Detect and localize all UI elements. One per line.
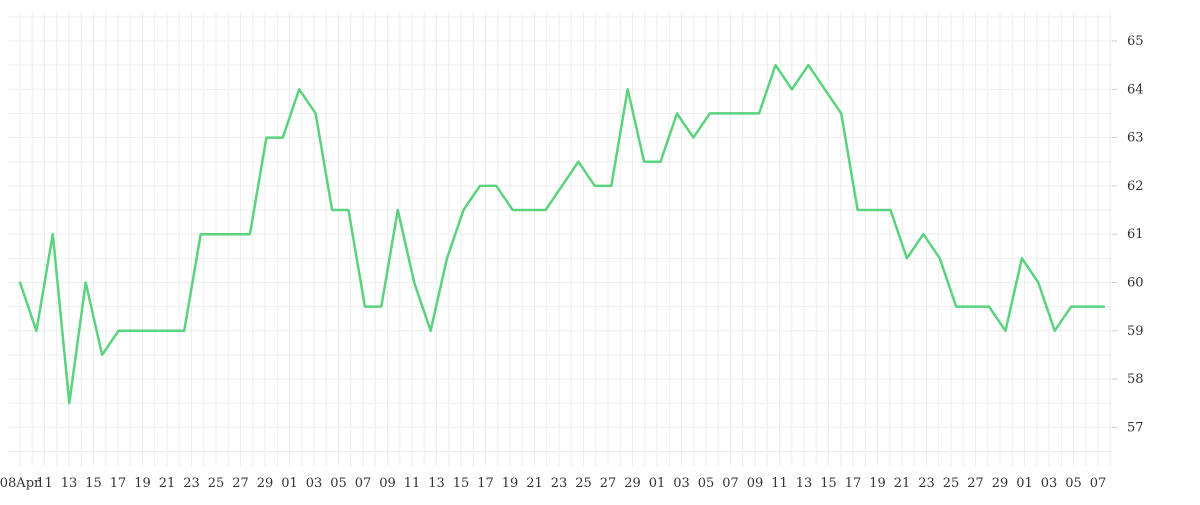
x-tick-label: 21 <box>159 476 176 491</box>
x-tick-label: 01 <box>281 476 298 491</box>
y-tick-label: 61 <box>1127 227 1144 242</box>
x-tick-label: 23 <box>918 476 935 491</box>
x-tick-label: 13 <box>796 476 813 491</box>
x-tick-label: 25 <box>575 476 592 491</box>
x-tick-label: 15 <box>85 476 102 491</box>
x-tick-label: 08Apr <box>0 476 41 491</box>
x-tick-label: 05 <box>1065 476 1082 491</box>
x-tick-label: 29 <box>257 476 274 491</box>
x-tick-label: 21 <box>526 476 543 491</box>
x-tick-label: 19 <box>134 476 151 491</box>
x-tick-label: 17 <box>477 476 494 491</box>
y-tick-label: 62 <box>1127 179 1144 194</box>
grid-layer <box>8 12 1112 466</box>
x-tick-label: 25 <box>943 476 960 491</box>
x-tick-label: 19 <box>502 476 519 491</box>
x-tick-label: 05 <box>330 476 347 491</box>
x-tick-label: 09 <box>747 476 764 491</box>
x-tick-label: 15 <box>820 476 837 491</box>
x-tick-label: 11 <box>404 476 421 491</box>
x-tick-label: 29 <box>992 476 1009 491</box>
x-tick-label: 01 <box>1016 476 1033 491</box>
y-tick-label: 65 <box>1127 34 1144 49</box>
x-tick-label: 15 <box>453 476 470 491</box>
x-tick-label: 23 <box>183 476 200 491</box>
x-tick-label: 11 <box>771 476 788 491</box>
x-tick-label: 27 <box>600 476 617 491</box>
x-tick-label: 21 <box>894 476 911 491</box>
y-tick-label: 59 <box>1127 324 1144 339</box>
x-tick-label: 17 <box>110 476 127 491</box>
y-tick-label: 57 <box>1127 420 1144 435</box>
x-tick-label: 09 <box>379 476 396 491</box>
x-tick-label: 01 <box>649 476 666 491</box>
y-tick-label: 60 <box>1127 275 1144 290</box>
x-tick-label: 07 <box>1090 476 1107 491</box>
y-tick-label: 64 <box>1127 82 1144 97</box>
x-tick-label: 17 <box>845 476 862 491</box>
x-tick-label: 13 <box>428 476 445 491</box>
x-tick-label: 07 <box>722 476 739 491</box>
x-tick-label: 03 <box>306 476 323 491</box>
x-tick-label: 25 <box>208 476 225 491</box>
x-tick-label: 27 <box>967 476 984 491</box>
series-line <box>18 63 1106 405</box>
y-tick-label: 58 <box>1127 372 1144 387</box>
x-tick-label: 13 <box>61 476 78 491</box>
x-tick-label: 07 <box>355 476 372 491</box>
x-tick-label: 19 <box>869 476 886 491</box>
x-tick-label: 03 <box>1041 476 1058 491</box>
x-tick-label: 03 <box>673 476 690 491</box>
y-tick-label: 63 <box>1127 131 1144 146</box>
x-tick-label: 11 <box>36 476 53 491</box>
x-tick-label: 05 <box>698 476 715 491</box>
x-tick-label: 27 <box>232 476 249 491</box>
x-tick-label: 23 <box>551 476 568 491</box>
x-tick-label: 29 <box>624 476 641 491</box>
series-layer <box>18 63 1106 405</box>
y-axis: 57 58 59 60 61 62 63 64 65 <box>1112 34 1144 435</box>
